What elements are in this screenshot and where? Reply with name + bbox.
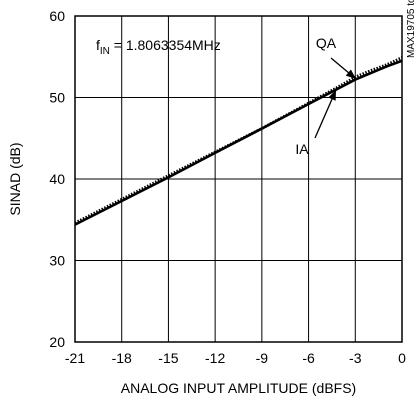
plot-frame	[74, 15, 403, 343]
series-group	[74, 56, 403, 226]
grid-lines	[75, 16, 402, 342]
x-tick-label: -6	[302, 350, 315, 366]
y-tick-label: 60	[49, 8, 65, 24]
x-tick-label: -9	[256, 350, 269, 366]
x-tick-label: -15	[158, 350, 178, 366]
y-tick-labels: 20 30 40 50 60	[49, 8, 65, 350]
qa-label: QA	[316, 35, 337, 51]
series-line-ia	[74, 59, 403, 226]
qa-arrow	[330, 57, 357, 80]
x-tick-label: -3	[349, 350, 362, 366]
x-tick-label: -12	[205, 350, 225, 366]
x-tick-label: -21	[65, 350, 85, 366]
ia-arrow	[314, 89, 337, 139]
fin-annotation-subscript: IN	[100, 46, 110, 57]
x-tick-label: -18	[112, 350, 132, 366]
y-tick-label: 30	[49, 253, 65, 269]
series-line-qa	[74, 56, 403, 225]
y-tick-label: 50	[49, 90, 65, 106]
ia-label: IA	[295, 141, 309, 157]
y-tick-label: 20	[49, 334, 65, 350]
y-axis-label: SINAD (dB)	[7, 142, 23, 215]
x-axis-label: ANALOG INPUT AMPLITUDE (dBFS)	[121, 380, 356, 396]
x-tick-label: 0	[398, 350, 406, 366]
fin-annotation: fIN = 1.8063354MHz	[96, 37, 221, 57]
fin-annotation-value: = 1.8063354MHz	[110, 37, 221, 53]
x-tick-labels: -21 -18 -15 -12 -9 -6 -3 0	[65, 350, 406, 366]
fin-annotation-prefix: f	[96, 37, 100, 53]
watermark: MAX19705 toc10	[406, 0, 417, 58]
label-arrows	[314, 57, 357, 139]
y-tick-label: 40	[49, 171, 65, 187]
